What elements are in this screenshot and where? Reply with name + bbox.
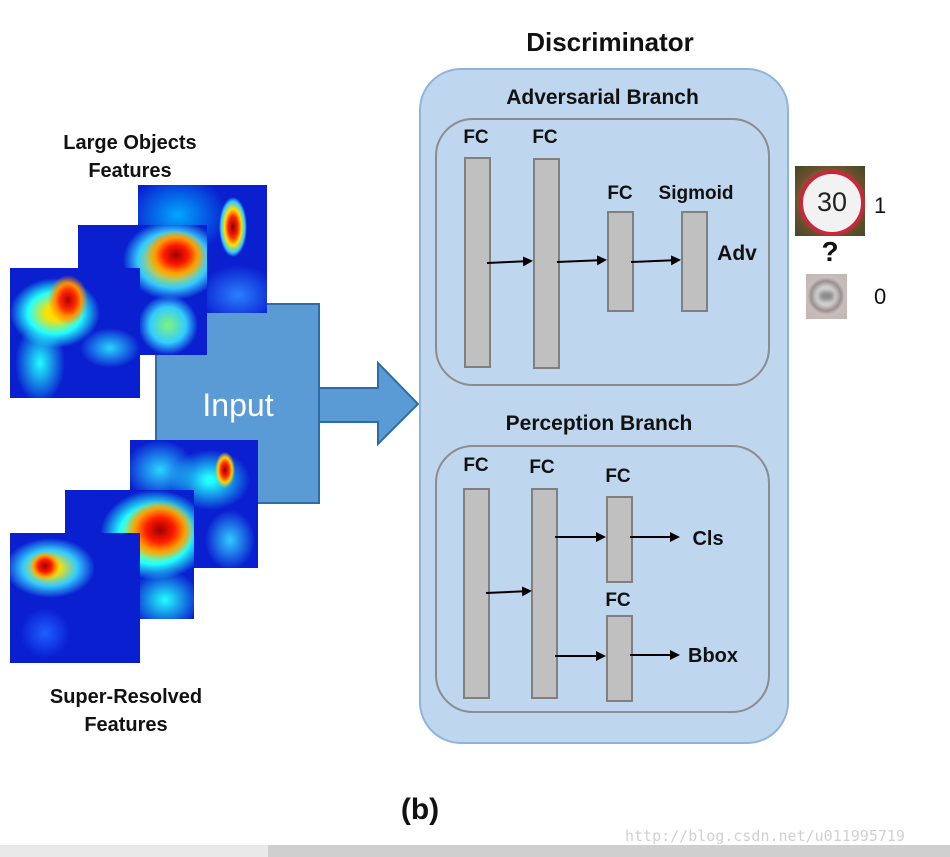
cls-output-label: Cls bbox=[692, 528, 724, 550]
per-layer-label-3: FC bbox=[605, 466, 631, 487]
sr-features-label: Super-Resolved Features bbox=[28, 683, 224, 739]
bbox-output-label: Bbox bbox=[688, 645, 738, 667]
sr-heatmap-1 bbox=[10, 533, 140, 663]
adv-layer-label-1: FC bbox=[463, 127, 489, 148]
large-heatmap-1 bbox=[10, 268, 140, 398]
fake-sign-blur-center bbox=[819, 291, 834, 301]
discriminator-title: Discriminator bbox=[526, 27, 694, 57]
per-layer-label-4: FC bbox=[605, 590, 631, 611]
speed-sign-ring: 30 bbox=[799, 170, 865, 236]
fake-sign-image bbox=[806, 274, 847, 319]
question-mark: ? bbox=[821, 236, 839, 267]
perception-branch-title: Perception Branch bbox=[505, 412, 693, 435]
large-heatmap-2 bbox=[78, 225, 207, 355]
per-arrow-1 bbox=[485, 586, 532, 597]
large-features-label-line2: Features bbox=[88, 160, 172, 182]
per-fc-layer-2 bbox=[531, 488, 558, 699]
perception-branch-box bbox=[435, 445, 770, 713]
adversarial-branch-box bbox=[435, 118, 770, 386]
sr-features-label-line2: Features bbox=[84, 714, 168, 736]
large-features-label: Large Objects Features bbox=[40, 129, 220, 185]
sr-features-label-line1: Super-Resolved bbox=[49, 686, 203, 708]
per-layer-label-1: FC bbox=[463, 455, 489, 476]
large-features-label-line1: Large Objects bbox=[63, 132, 197, 154]
per-layer-label-2: FC bbox=[529, 457, 555, 478]
fake-score: 0 bbox=[874, 284, 887, 309]
adv-arrow-1 bbox=[486, 256, 533, 267]
per-fc-layer-cls bbox=[606, 496, 633, 583]
adv-arrow-3 bbox=[630, 255, 681, 266]
per-fc-layer-bbox bbox=[606, 615, 633, 702]
input-label: Input bbox=[202, 387, 274, 423]
adv-layer-label-4: Sigmoid bbox=[658, 183, 734, 204]
adv-output-label: Adv bbox=[717, 242, 757, 265]
input-arrow bbox=[318, 360, 420, 447]
subfigure-label: (b) bbox=[400, 793, 440, 826]
watermark-text: http://blog.csdn.net/u011995719 bbox=[625, 827, 905, 845]
adversarial-branch-title: Adversarial Branch bbox=[506, 86, 699, 109]
real-score: 1 bbox=[874, 193, 887, 218]
adv-arrow-2 bbox=[556, 255, 607, 266]
real-sign-image: 30 bbox=[795, 166, 865, 236]
adv-layer-label-3: FC bbox=[607, 183, 633, 204]
adv-fc-layer-2 bbox=[533, 158, 560, 369]
adv-sigmoid-layer bbox=[681, 211, 708, 312]
speed-sign-text: 30 bbox=[816, 187, 848, 217]
scrollbar-thumb[interactable] bbox=[268, 845, 950, 857]
adv-layer-label-2: FC bbox=[532, 127, 558, 148]
horizontal-scrollbar[interactable] bbox=[0, 845, 950, 857]
